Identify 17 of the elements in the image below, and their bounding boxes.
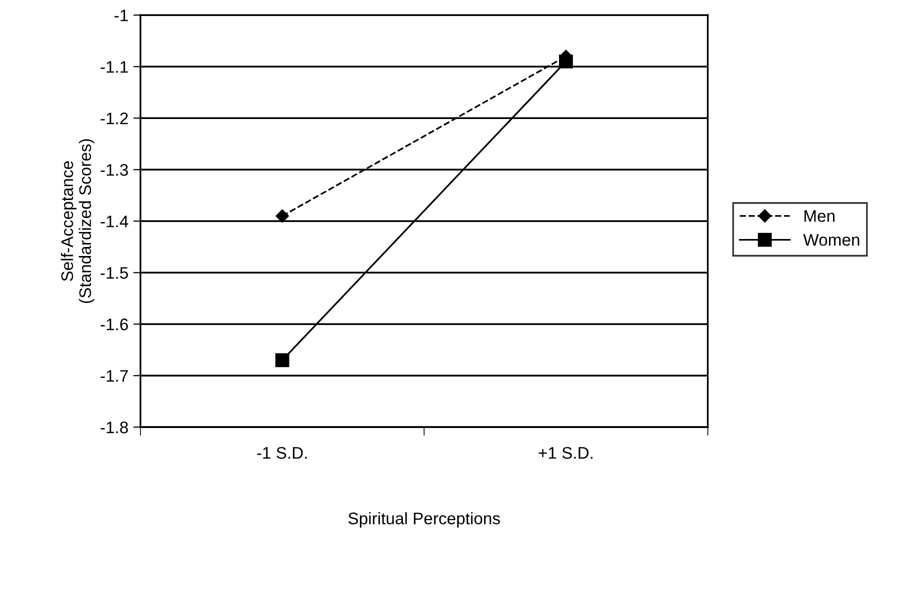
y-tick-label: -1.8 [100, 422, 128, 434]
x-tick-label: -1 S.D. [257, 447, 307, 459]
x-axis-title: Spiritual Perceptions [348, 512, 500, 528]
x-tick-label: +1 S.D. [538, 447, 592, 459]
y-tick-label: -1.3 [100, 164, 128, 176]
y-tick-label: -1 [114, 10, 128, 22]
y-tick-label: -1.7 [100, 370, 128, 382]
point [276, 209, 289, 223]
y-tick-label: -1.2 [100, 112, 128, 124]
y-tick-label: -1.6 [100, 318, 128, 330]
y-axis-title: Self-Acceptance (Standardized Scores) [60, 139, 94, 303]
y-tick-label: -1.1 [100, 61, 128, 73]
y-tick-label: -1.5 [100, 267, 128, 279]
y-tick-label: -1.4 [100, 216, 128, 228]
point [275, 353, 290, 368]
legend-label: Women [803, 234, 860, 246]
legend-label: Men [804, 210, 834, 222]
